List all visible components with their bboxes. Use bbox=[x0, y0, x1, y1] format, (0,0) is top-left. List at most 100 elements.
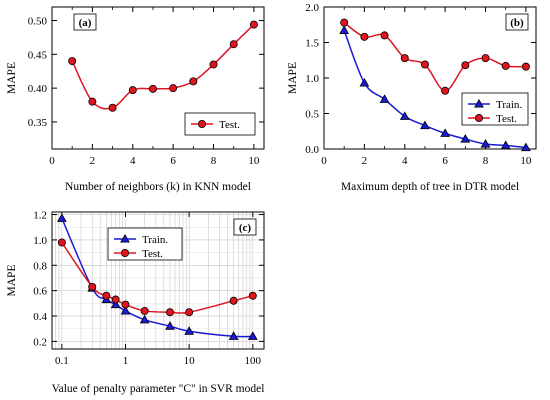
y-tick-label: 0.6 bbox=[33, 286, 47, 298]
data-point bbox=[209, 60, 218, 69]
y-tick-label: 0.40 bbox=[28, 83, 48, 95]
data-point bbox=[500, 140, 511, 150]
data-point bbox=[169, 84, 178, 93]
panel-a: 0 2 4 6 8 10 0.35 0.40 0.45 0.50 Number of neighbo… bbox=[6, 6, 265, 193]
data-point bbox=[148, 84, 157, 93]
legend-marker bbox=[197, 120, 206, 129]
y-tick-label: 0.8 bbox=[33, 260, 47, 272]
plot-frame bbox=[51, 211, 265, 350]
data-point bbox=[521, 142, 531, 152]
x-tick-label: 0 bbox=[49, 155, 55, 167]
series-test bbox=[340, 18, 530, 95]
data-point bbox=[249, 20, 258, 29]
panel-b: 0 2 4 6 8 10 0.0 0.5 1.0 1.5 2.0 Maximum depth of t… bbox=[287, 2, 537, 193]
series-line bbox=[343, 22, 526, 92]
y-axis-label: MAPE bbox=[287, 62, 299, 94]
series-line bbox=[61, 242, 253, 314]
y-tick-label: 2.0 bbox=[305, 2, 319, 14]
data-point bbox=[111, 295, 120, 304]
x-tick-label: 8 bbox=[211, 155, 217, 167]
legend-label: Train. bbox=[142, 234, 168, 246]
y-tick-label: 0.4 bbox=[33, 311, 47, 323]
y-tick-label: 0.5 bbox=[305, 109, 319, 121]
panel-tag: (a) bbox=[79, 17, 92, 29]
legend-box bbox=[184, 112, 256, 136]
data-point bbox=[189, 77, 198, 86]
data-point bbox=[481, 54, 490, 63]
series-line bbox=[343, 30, 526, 149]
x-tick-label: 4 bbox=[130, 155, 136, 167]
legend-marker bbox=[120, 233, 130, 243]
x-tick-label: 10 bbox=[248, 155, 260, 167]
data-point bbox=[521, 62, 530, 71]
data-point bbox=[441, 86, 450, 95]
data-point bbox=[340, 18, 349, 27]
legend-marker bbox=[474, 114, 483, 123]
data-point bbox=[102, 291, 111, 300]
data-point bbox=[120, 305, 131, 315]
y-tick-label: 0.50 bbox=[28, 16, 48, 28]
x-tick-label: 4 bbox=[402, 155, 408, 167]
data-point bbox=[140, 306, 149, 315]
y-axis-label: MAPE bbox=[6, 265, 18, 297]
data-point bbox=[228, 331, 239, 340]
panel-tag-box bbox=[233, 218, 257, 236]
y-tick-label: 1.2 bbox=[33, 210, 47, 222]
data-point bbox=[400, 54, 409, 63]
data-point bbox=[68, 57, 77, 66]
data-point bbox=[139, 314, 150, 324]
data-point bbox=[360, 32, 369, 41]
plot-frame bbox=[51, 6, 265, 150]
y-tick-label: 1.0 bbox=[33, 235, 47, 247]
y-tick-label: 0.2 bbox=[33, 336, 47, 348]
series-line bbox=[61, 218, 253, 338]
data-point bbox=[88, 97, 97, 106]
data-point bbox=[121, 300, 130, 309]
data-point bbox=[420, 60, 429, 69]
data-point bbox=[165, 308, 174, 317]
x-tick-label: 10 bbox=[520, 155, 532, 167]
y-tick-label: 0.35 bbox=[28, 117, 48, 129]
panel-c: 0.1 1 10 100 0.2 0.4 0.6 0.8 1.0 1.2 Value of pena… bbox=[6, 210, 265, 395]
x-tick-label: 10 bbox=[184, 355, 196, 367]
panel-tag-box bbox=[73, 13, 97, 31]
x-axis-label: Number of neighbors (k) in KNN model bbox=[65, 181, 251, 193]
y-axis-label: MAPE bbox=[6, 62, 18, 94]
data-point bbox=[380, 31, 389, 40]
data-point bbox=[185, 308, 194, 317]
x-tick-label: 8 bbox=[483, 155, 489, 167]
x-tick-label: 2 bbox=[362, 155, 368, 167]
panel-tag: (c) bbox=[239, 222, 252, 234]
legend-label: Test. bbox=[219, 119, 240, 131]
data-point bbox=[110, 299, 121, 309]
x-tick-label: 0 bbox=[321, 155, 327, 167]
legend-label: Train. bbox=[496, 99, 522, 111]
legend-box bbox=[461, 92, 529, 126]
data-point bbox=[229, 296, 238, 305]
data-point bbox=[460, 134, 471, 143]
data-point bbox=[399, 111, 410, 120]
x-tick-label: 6 bbox=[170, 155, 176, 167]
data-point bbox=[88, 282, 97, 291]
y-tick-label: 0.45 bbox=[28, 49, 48, 61]
series-train bbox=[339, 25, 531, 152]
data-point bbox=[480, 139, 491, 148]
x-tick-label: 6 bbox=[442, 155, 448, 167]
data-point bbox=[461, 61, 470, 70]
data-point bbox=[56, 213, 67, 222]
data-point bbox=[440, 128, 451, 137]
series-test bbox=[57, 238, 257, 317]
data-point bbox=[184, 326, 195, 335]
data-point bbox=[247, 331, 258, 340]
y-tick-label: 0.0 bbox=[305, 144, 319, 156]
panel-tag: (b) bbox=[510, 17, 524, 29]
data-point bbox=[229, 40, 238, 49]
data-point bbox=[501, 61, 510, 70]
data-point bbox=[57, 238, 66, 247]
legend-box bbox=[107, 227, 183, 261]
data-point bbox=[165, 321, 175, 330]
series-line bbox=[71, 24, 255, 110]
legend: Test. bbox=[184, 112, 256, 136]
legend-label: Test. bbox=[142, 248, 163, 260]
